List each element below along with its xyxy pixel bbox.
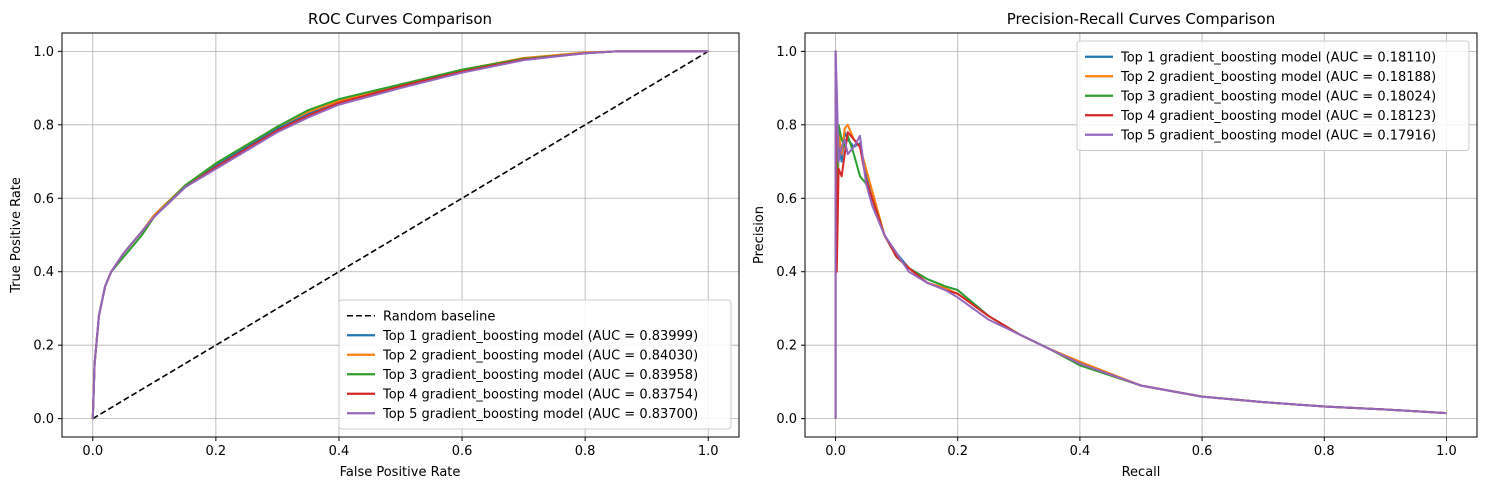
roc-x-tick-label: 0.8 [575,444,596,459]
roc-series-line-0 [92,50,709,420]
roc-legend-label-1: Top 1 gradient_boosting model (AUC = 0.8… [382,329,698,344]
roc-legend-label-4: Top 4 gradient_boosting model (AUC = 0.8… [382,387,698,402]
pr-y-tick-label: 1.0 [776,45,797,60]
pr-legend-label-0: Top 1 gradient_boosting model (AUC = 0.1… [1120,50,1436,65]
roc-x-tick-label: 0.0 [82,444,103,459]
roc-y-tick-label: 0.2 [33,339,54,354]
roc-axes-frame [61,32,740,438]
roc-x-tick-label: 0.6 [452,444,473,459]
pr-x-tick-label: 0.0 [825,444,846,459]
roc-y-axis-label: True Positive Rate [9,177,24,294]
roc-legend-label-0: Random baseline [383,309,495,324]
pr-y-tick-label: 0.6 [776,192,797,207]
roc-y-tick-label: 0.8 [33,118,54,133]
roc-legend-label-5: Top 5 gradient_boosting model (AUC = 0.8… [382,407,698,422]
pr-y-tick-label: 0.0 [776,412,797,427]
pr-chart: Precision-Recall Curves Comparison Recal… [752,10,1478,480]
pr-y-tick-label: 0.8 [776,118,797,133]
pr-legend-label-2: Top 3 gradient_boosting model (AUC = 0.1… [1120,89,1436,104]
pr-legend-label-3: Top 4 gradient_boosting model (AUC = 0.1… [1120,109,1436,124]
roc-y-tick-label: 0.0 [33,412,54,427]
pr-y-tick-label: 0.4 [776,265,797,280]
pr-x-tick-label: 0.6 [1192,444,1213,459]
roc-y-tick-label: 0.6 [33,192,54,207]
pr-x-tick-label: 0.4 [1070,444,1091,459]
roc-legend-label-3: Top 3 gradient_boosting model (AUC = 0.8… [382,368,698,383]
roc-chart-title: ROC Curves Comparison [308,10,492,28]
pr-legend-label-4: Top 5 gradient_boosting model (AUC = 0.1… [1120,128,1436,143]
pr-legend: Top 1 gradient_boosting model (AUC = 0.1… [1076,40,1470,151]
roc-y-tick-label: 0.4 [33,265,54,280]
roc-x-tick-label: 1.0 [698,444,719,459]
pr-x-tick-label: 0.8 [1314,444,1335,459]
pr-chart-title: Precision-Recall Curves Comparison [1007,10,1276,28]
roc-chart: ROC Curves Comparison False Positive Rat… [9,10,740,480]
pr-legend-label-1: Top 2 gradient_boosting model (AUC = 0.1… [1120,70,1436,85]
roc-series-line-5 [91,50,709,419]
pr-y-tick-label: 0.2 [776,339,797,354]
roc-legend: Random baseline Top 1 gradient_boosting m… [338,299,732,430]
roc-legend-label-2: Top 2 gradient_boosting model (AUC = 0.8… [382,348,698,363]
roc-x-axis-label: False Positive Rate [340,465,461,480]
pr-series-line-4 [834,50,1447,419]
pr-x-axis-label: Recall [1122,465,1161,480]
roc-x-tick-label: 0.4 [329,444,350,459]
roc-legend-box [338,299,732,430]
roc-x-tick-label: 0.2 [206,444,227,459]
pr-axes-frame [804,32,1478,438]
pr-x-tick-label: 0.2 [947,444,968,459]
pr-legend-box [1076,40,1470,151]
pr-y-axis-label: Precision [752,206,767,264]
pr-x-tick-label: 1.0 [1436,444,1457,459]
roc-y-tick-label: 1.0 [33,45,54,60]
